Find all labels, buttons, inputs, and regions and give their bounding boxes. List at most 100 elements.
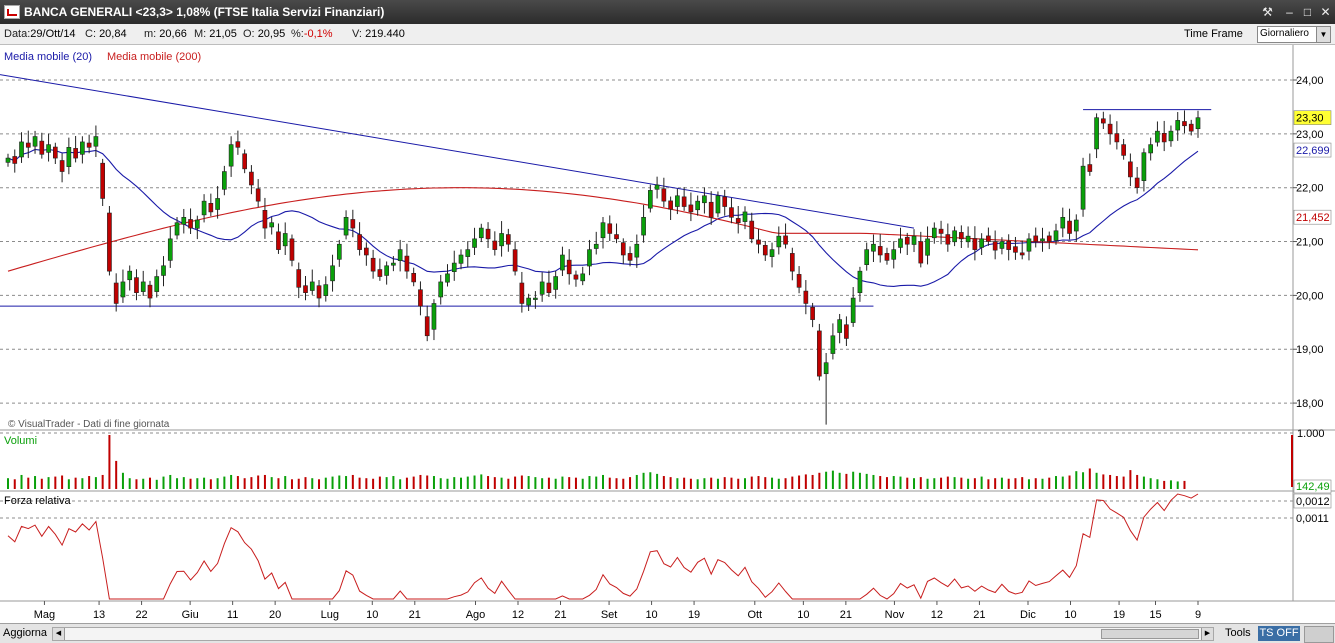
info-min: m: 20,66 [144, 28, 187, 40]
volume-bar [818, 472, 821, 489]
volume-panel-title: Volumi [4, 435, 37, 447]
volume-bar [142, 478, 145, 489]
candle-body [1060, 217, 1066, 229]
candle-body [675, 195, 680, 207]
candle-body [5, 157, 11, 163]
rs-panel-title: Forza relativa [4, 495, 72, 507]
candle-body [289, 238, 295, 261]
volume-bar [831, 470, 834, 489]
volume-bar [108, 435, 111, 489]
candle-body [533, 297, 538, 300]
candle-body [1148, 144, 1153, 154]
volume-bar [507, 478, 510, 489]
volume-bar [115, 460, 118, 489]
candle-body [1033, 235, 1039, 242]
candle-body [864, 249, 870, 265]
candle-body [891, 249, 897, 260]
volume-bar [662, 476, 665, 489]
candle-body [979, 238, 984, 248]
candle-body [1040, 238, 1045, 242]
volume-bar [547, 477, 550, 489]
volume-bar [270, 477, 273, 489]
volume-bar [399, 479, 402, 489]
candle-body [553, 276, 558, 290]
volume-bar [1115, 476, 1118, 489]
volume-bar [426, 475, 429, 489]
chart-background [0, 45, 1335, 623]
rs-line [7, 493, 1199, 600]
volume-bar [865, 473, 868, 489]
candle-body [539, 281, 545, 295]
candle-body [167, 238, 173, 261]
candle-body [194, 219, 200, 229]
aggiorna-button[interactable]: Aggiorna [3, 627, 48, 639]
candle-body [648, 190, 653, 209]
candle-body [140, 281, 146, 292]
price-tick-label: 22,00 [1296, 183, 1324, 195]
candle-body [546, 282, 552, 293]
rs-tick-label: 0,0011 [1296, 513, 1329, 525]
candle-body [1155, 130, 1160, 143]
candle-body [86, 142, 92, 148]
timeline-scrollbar[interactable]: ◀ ▶ [52, 627, 1214, 641]
volume-bar [7, 478, 9, 489]
scroll-right-icon[interactable]: ▶ [1201, 628, 1213, 640]
ts-off-button[interactable]: TS OFF [1258, 626, 1300, 641]
candle-body [215, 198, 220, 210]
candle-body [573, 274, 579, 280]
candle-body [607, 223, 613, 234]
volume-bar [290, 479, 293, 489]
volume-bar [933, 478, 936, 489]
volume-bar [439, 478, 442, 489]
candle-body [911, 235, 917, 245]
candle-body [769, 249, 775, 257]
volume-bar [1163, 480, 1166, 489]
candle-body [1107, 123, 1113, 135]
volume-tick-label: 1.000 [1297, 428, 1325, 440]
candle-body [330, 265, 335, 282]
candle-body [1175, 120, 1181, 131]
candle-body [1182, 121, 1187, 127]
resize-grip[interactable] [1304, 626, 1334, 643]
time-tick-label: 10 [797, 609, 809, 621]
scroll-thumb[interactable] [1101, 629, 1199, 639]
candle-body [53, 146, 58, 159]
timeframe-select[interactable]: Giornaliero ▼ [1257, 26, 1331, 43]
candle-body [316, 285, 322, 299]
watermark: © VisualTrader - Dati di fine giornata [8, 419, 170, 430]
volume-bar [223, 476, 226, 489]
candle-body [391, 262, 396, 266]
chevron-down-icon[interactable]: ▼ [1316, 27, 1330, 42]
candle-body [1188, 123, 1194, 132]
candle-body [424, 316, 430, 337]
volume-bar [1169, 480, 1172, 489]
candle-body [803, 290, 809, 304]
info-open: O: 20,95 [243, 28, 286, 40]
candle-body [262, 210, 268, 229]
tools-button[interactable]: Tools [1225, 627, 1251, 639]
volume-bar [561, 476, 564, 489]
volume-bars [7, 435, 1186, 489]
candle-body [1128, 161, 1133, 178]
candle-body [1006, 240, 1012, 250]
chart-area[interactable]: 18,00 19,00 20,00 21,00 22,00 23,00 24,00 23,30… [0, 45, 1335, 623]
minimize-icon[interactable]: – [1286, 5, 1293, 19]
candle-body [397, 249, 403, 261]
volume-bar [324, 477, 327, 489]
maximize-icon[interactable]: □ [1303, 5, 1312, 19]
volume-bar [683, 477, 686, 489]
price-tick-label: 23,00 [1296, 129, 1324, 141]
candle-body [269, 222, 275, 228]
candle-body [32, 136, 38, 147]
scroll-left-icon[interactable]: ◀ [53, 628, 65, 640]
timeframe-value: Giornaliero [1260, 28, 1309, 39]
candle-body [986, 235, 991, 242]
close-icon[interactable]: ✕ [1320, 5, 1331, 19]
volume-bar [710, 477, 713, 489]
pin-icon[interactable]: ⚒ [1262, 5, 1273, 19]
volume-bar [716, 478, 719, 489]
candle-body [1087, 164, 1093, 172]
time-tick-label: 21 [554, 609, 566, 621]
volume-bar [1109, 474, 1112, 489]
